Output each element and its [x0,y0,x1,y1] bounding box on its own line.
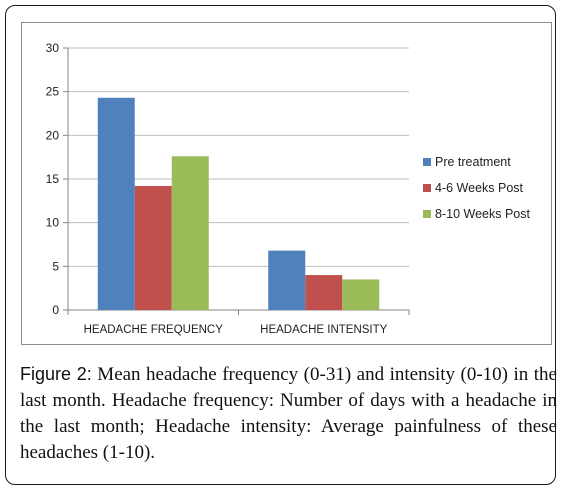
caption-text: Mean headache frequency (0-31) and inten… [20,364,557,463]
caption-label: Figure 2: [20,364,92,384]
y-tick-label: 30 [46,41,60,55]
legend-swatch-2 [423,184,431,192]
y-tick-label: 0 [52,303,59,317]
bar-3-2 [342,279,380,310]
bar-3-1 [171,156,209,310]
y-tick-label: 5 [52,259,59,273]
bar-2-2 [305,275,343,310]
y-tick-label: 20 [46,128,60,142]
y-tick-label: 25 [46,85,60,99]
x-category-label: HEADACHE FREQUENCY [84,324,224,336]
y-tick-label: 15 [46,172,60,186]
y-tick-label: 10 [46,216,60,230]
chart-area: 0 5 10 15 20 25 30 HEADACHE FREQUENCY HEADACHE I… [21,22,552,345]
legend-label-1: Pre treatment [435,155,511,169]
legend-swatch-1 [423,158,431,166]
bar-chart: 0 5 10 15 20 25 30 HEADACHE FREQUENCY HEADACHE I… [46,41,531,336]
bar-1-1 [97,97,135,310]
figure-caption: Figure 2: Mean headache frequency (0-31)… [20,361,557,466]
legend-swatch-3 [423,210,431,218]
legend-label-3: 8-10 Weeks Post [435,207,530,221]
legend-label-2: 4-6 Weeks Post [435,181,524,195]
bar-2-1 [134,185,172,310]
figure-frame: 0 5 10 15 20 25 30 HEADACHE FREQUENCY HEADACHE I… [5,5,557,485]
x-category-label: HEADACHE INTENSITY [260,324,387,336]
bar-1-2 [268,250,306,310]
